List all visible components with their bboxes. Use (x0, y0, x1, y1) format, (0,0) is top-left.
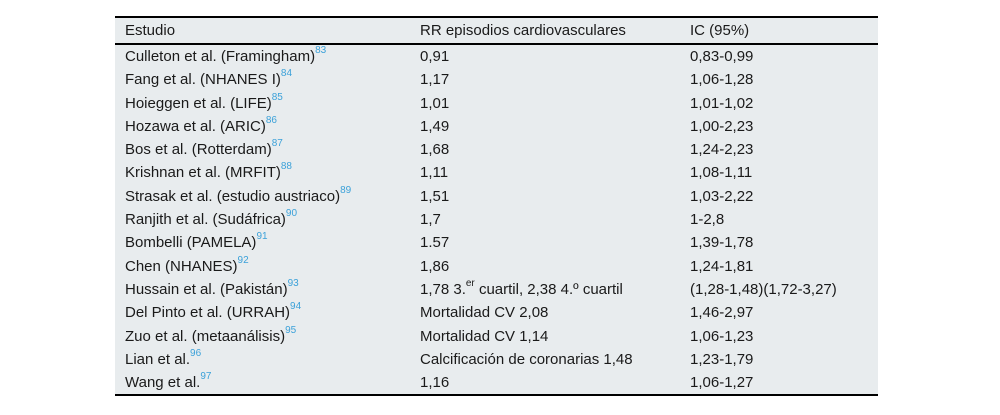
rr-cell: 1,51 (420, 187, 450, 205)
table-row: Wang et al.97 1,16 1,06-1,27 (115, 371, 878, 395)
citation-reference-link[interactable]: 86 (265, 114, 277, 126)
ic-cell: 1,06-1,23 (690, 327, 754, 345)
col-header-estudio: Estudio (115, 17, 420, 45)
col-header-ic: IC (95%) (690, 17, 878, 45)
ordinal-superscript: er (465, 277, 475, 289)
study-cell: Lian et al.96 (125, 347, 202, 368)
rr-cell: Mortalidad CV 2,08 (420, 304, 549, 322)
citation-reference-link[interactable]: 90 (285, 208, 298, 220)
ic-cell: 1,00-2,23 (690, 117, 754, 135)
col-header-rr: RR episodios cardiovasculares (420, 17, 690, 45)
table-row: Culleton et al. (Framingham)83 0,91 0,83-0… (115, 44, 878, 68)
ic-cell: 1,01-1,02 (690, 94, 754, 112)
study-cell: Wang et al.97 (125, 371, 212, 392)
citation-reference-link[interactable]: 93 (287, 277, 299, 289)
ic-cell: (1,28-1,48)(1,72-3,27) (690, 280, 837, 298)
study-cell: Bos et al. (Rotterdam)87 (125, 138, 283, 159)
ic-cell: 1,08-1,11 (690, 164, 753, 182)
table-row: Strasak et al. (estudio austriaco)89 1,51… (115, 185, 878, 208)
study-cell: Krishnan et al. (MRFIT)88 (125, 161, 292, 182)
rr-cell: 1,78 3.er cuartil, 2,38 4.º cuartil (420, 277, 623, 298)
rr-cell: 1,16 (420, 374, 450, 392)
rr-cell: Mortalidad CV 1,14 (420, 327, 549, 345)
study-cell: Strasak et al. (estudio austriaco)89 (125, 184, 352, 205)
rr-cell: Calcificación de coronarias 1,48 (420, 350, 633, 368)
rr-cell: 0,91 (420, 48, 450, 65)
rr-cell: 1,01 (420, 94, 450, 112)
citation-reference-link[interactable]: 85 (271, 91, 283, 103)
ic-cell: 1,39-1,78 (690, 234, 754, 252)
header-row: Estudio RR episodios cardiovasculares IC… (115, 17, 878, 45)
rr-cell: 1,17 (420, 71, 450, 89)
table-row: Bombelli (PAMELA)91 1.57 1,39-1,78 (115, 231, 878, 254)
ic-cell: 1,06-1,28 (690, 71, 754, 89)
table-row: Krishnan et al. (MRFIT)88 1,11 1,08-1,11 (115, 161, 878, 184)
study-cell: Hoieggen et al. (LIFE)85 (125, 91, 283, 112)
rr-cell: 1,11 (420, 164, 449, 182)
table-row: Ranjith et al. (Sudáfrica)90 1,7 1-2,8 (115, 208, 878, 231)
study-cell: Hussain et al. (Pakistán)93 (125, 277, 299, 298)
study-cell: Zuo et al. (metaanálisis)95 (125, 324, 297, 345)
table-row: Hussain et al. (Pakistán)93 1,78 3.er cua… (115, 278, 878, 301)
study-cell: Hozawa et al. (ARIC)86 (125, 114, 277, 135)
citation-reference-link[interactable]: 95 (285, 324, 297, 336)
citation-reference-link[interactable]: 91 (256, 231, 268, 243)
ic-cell: 1,03-2,22 (690, 187, 754, 205)
study-table: Estudio RR episodios cardiovasculares IC… (115, 16, 878, 397)
citation-reference-link[interactable]: 96 (190, 347, 202, 359)
ic-cell: 1,06-1,27 (690, 374, 754, 392)
rr-cell: 1,7 (420, 211, 441, 229)
ic-cell: 1,23-1,79 (690, 350, 754, 368)
ic-cell: 1,24-2,23 (690, 141, 754, 159)
citation-reference-link[interactable]: 89 (340, 184, 352, 196)
table-row: Zuo et al. (metaanálisis)95 Mortalidad CV… (115, 325, 878, 348)
table-row: Hozawa et al. (ARIC)86 1,49 1,00-2,23 (115, 115, 878, 138)
ic-cell: 0,83-0,99 (690, 48, 754, 65)
citation-reference-link[interactable]: 87 (271, 138, 283, 150)
table-row: Chen (NHANES)92 1,86 1,24-1,81 (115, 255, 878, 278)
study-table-container: Estudio RR episodios cardiovasculares IC… (115, 16, 878, 397)
rr-cell: 1,49 (420, 117, 450, 135)
citation-reference-link[interactable]: 84 (280, 68, 293, 80)
citation-reference-link[interactable]: 88 (280, 161, 292, 173)
ic-cell: 1-2,8 (690, 211, 725, 229)
citation-reference-link[interactable]: 97 (200, 371, 212, 383)
rr-cell: 1.57 (420, 234, 450, 252)
table-row: Bos et al. (Rotterdam)87 1,68 1,24-2,23 (115, 138, 878, 161)
table-row: Hoieggen et al. (LIFE)85 1,01 1,01-1,02 (115, 92, 878, 115)
table-row: Del Pinto et al. (URRAH)94 Mortalidad CV … (115, 301, 878, 324)
study-cell: Fang et al. (NHANES I)84 (125, 68, 293, 89)
study-cell: Del Pinto et al. (URRAH)94 (125, 301, 302, 322)
ic-cell: 1,24-1,81 (690, 257, 754, 275)
table-row: Lian et al.96 Calcificación de coronarias… (115, 348, 878, 371)
ic-cell: 1,46-2,97 (690, 304, 754, 322)
citation-reference-link[interactable]: 83 (315, 45, 327, 56)
table-row: Fang et al. (NHANES I)84 1,17 1,06-1,28 (115, 68, 878, 91)
citation-reference-link[interactable]: 92 (237, 254, 249, 266)
study-cell: Chen (NHANES)92 (125, 254, 249, 275)
study-cell: Culleton et al. (Framingham)83 (125, 45, 327, 66)
citation-reference-link[interactable]: 94 (290, 301, 302, 313)
rr-cell: 1,68 (420, 141, 450, 159)
rr-cell: 1,86 (420, 257, 450, 275)
study-cell: Bombelli (PAMELA)91 (125, 231, 268, 252)
study-cell: Ranjith et al. (Sudáfrica)90 (125, 208, 298, 229)
